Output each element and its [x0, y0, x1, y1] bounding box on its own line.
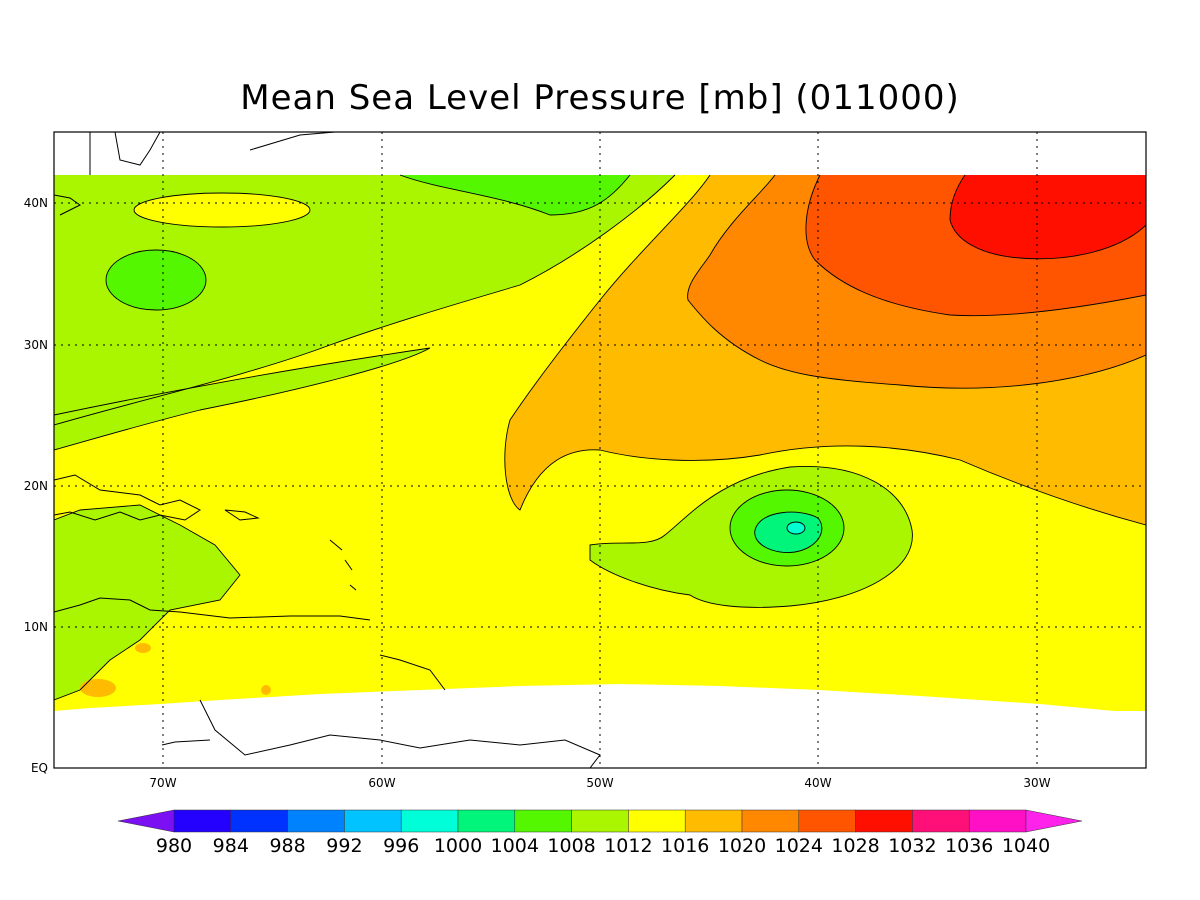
no-data-region: [54, 684, 1146, 768]
contour-line: [504, 174, 1146, 526]
colorbar-arrow-high: [1025, 809, 1083, 833]
colorbar-swatch: [628, 809, 686, 833]
colorbar-swatch: [798, 809, 856, 833]
band-1008-nw-low: [106, 250, 206, 310]
colorbar-level-label: 1036: [945, 835, 993, 857]
contour-lines: [54, 174, 1146, 701]
lat-axis: EQ 10N 20N 30N 40N: [24, 196, 48, 775]
coastline: [379, 654, 446, 691]
band-1016-nw: [134, 193, 310, 227]
colorbar-swatch: [514, 809, 572, 833]
band-1008-north: [400, 175, 630, 215]
lon-tick-label: 50W: [586, 776, 613, 790]
contour-line: [54, 174, 676, 426]
contour-line: [687, 174, 1146, 389]
colorbar-level-label: 992: [326, 835, 362, 857]
colorbar-swatch: [344, 809, 402, 833]
band-1012-filament: [54, 348, 430, 450]
contour-line: [589, 465, 913, 608]
colorbar-swatch: [912, 809, 970, 833]
band-1020-patch-b: [135, 643, 151, 653]
colorbar-level-label: 1008: [547, 835, 595, 857]
colorbar: 980 984 988 992 996 1000 1004 1008 1012 1016 1020 1…: [117, 809, 1083, 857]
colorbar-level-label: 1024: [775, 835, 823, 857]
contour-line: [54, 347, 431, 451]
contour-line: [805, 174, 1146, 317]
colorbar-swatch: [400, 809, 459, 833]
contour-line: [54, 504, 241, 701]
lat-tick-label: 40N: [24, 196, 48, 210]
lon-tick-label: 30W: [1023, 776, 1050, 790]
colorbar-level-label: 1028: [831, 835, 879, 857]
band-1004-cyclone: [754, 512, 822, 553]
coastline: [89, 132, 336, 175]
colorbar-swatch: [741, 809, 800, 833]
coastline: [199, 699, 601, 768]
colorbar-level-label: 1004: [491, 835, 539, 857]
colorbar-swatch: [968, 809, 1027, 833]
colorbar-level-label: 984: [213, 835, 249, 857]
coastline: [224, 509, 357, 591]
lat-tick-label: 20N: [24, 479, 48, 493]
colorbar-level-label: 1016: [661, 835, 709, 857]
colorbar-swatch: [287, 809, 345, 833]
contour-line: [105, 249, 207, 311]
colorbar-level-label: 988: [269, 835, 305, 857]
colorbar-swatch: [173, 809, 232, 833]
lat-tick-label: EQ: [31, 761, 48, 775]
band-1020-patch-c: [261, 685, 271, 695]
coastline: [54, 194, 81, 216]
lat-tick-label: 10N: [24, 620, 48, 634]
colorbar-level-label: 1012: [604, 835, 652, 857]
band-1012-coast: [54, 505, 240, 700]
colorbar-level-label: 996: [383, 835, 419, 857]
colorbar-level-label: 1000: [434, 835, 482, 857]
map-title: Mean Sea Level Pressure [mb] (011000): [240, 78, 960, 118]
colorbar-level-label: 1020: [718, 835, 766, 857]
lon-tick-label: 40W: [804, 776, 831, 790]
map-frame: [53, 131, 1147, 769]
map-area: [54, 132, 1146, 768]
contour-line: [754, 511, 823, 553]
coastline: [161, 739, 211, 746]
colorbar-level-label: 1032: [888, 835, 936, 857]
coastline: [54, 597, 371, 621]
contour-line: [729, 489, 845, 567]
lon-tick-label: 60W: [368, 776, 395, 790]
colorbar-swatch: [230, 809, 288, 833]
lon-axis: 70W 60W 50W 40W 30W: [149, 776, 1050, 790]
contour-line: [786, 521, 806, 535]
colorbar-swatch: [457, 809, 516, 833]
band-1000-eye: [787, 522, 805, 534]
lat-tick-label: 30N: [24, 338, 48, 352]
band-1020-patch-a: [80, 679, 116, 697]
coastlines: [54, 132, 601, 768]
coastline: [54, 474, 201, 521]
gridlines: [54, 132, 1146, 768]
lon-tick-label: 70W: [149, 776, 176, 790]
colorbar-level-label: 1040: [1002, 835, 1050, 857]
colorbar-swatch: [684, 809, 743, 833]
contour-line: [949, 174, 1146, 260]
colorbar-swatch: [855, 809, 913, 833]
colorbar-level-label: 980: [156, 835, 192, 857]
contour-line: [133, 192, 311, 228]
colorbar-arrow-low: [117, 809, 175, 833]
colorbar-swatch: [571, 809, 629, 833]
band-1032: [950, 175, 1146, 259]
contour-line: [399, 174, 631, 216]
